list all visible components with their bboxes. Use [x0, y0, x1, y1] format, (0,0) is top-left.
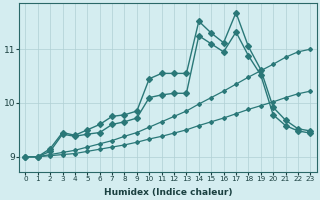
X-axis label: Humidex (Indice chaleur): Humidex (Indice chaleur) — [104, 188, 232, 197]
